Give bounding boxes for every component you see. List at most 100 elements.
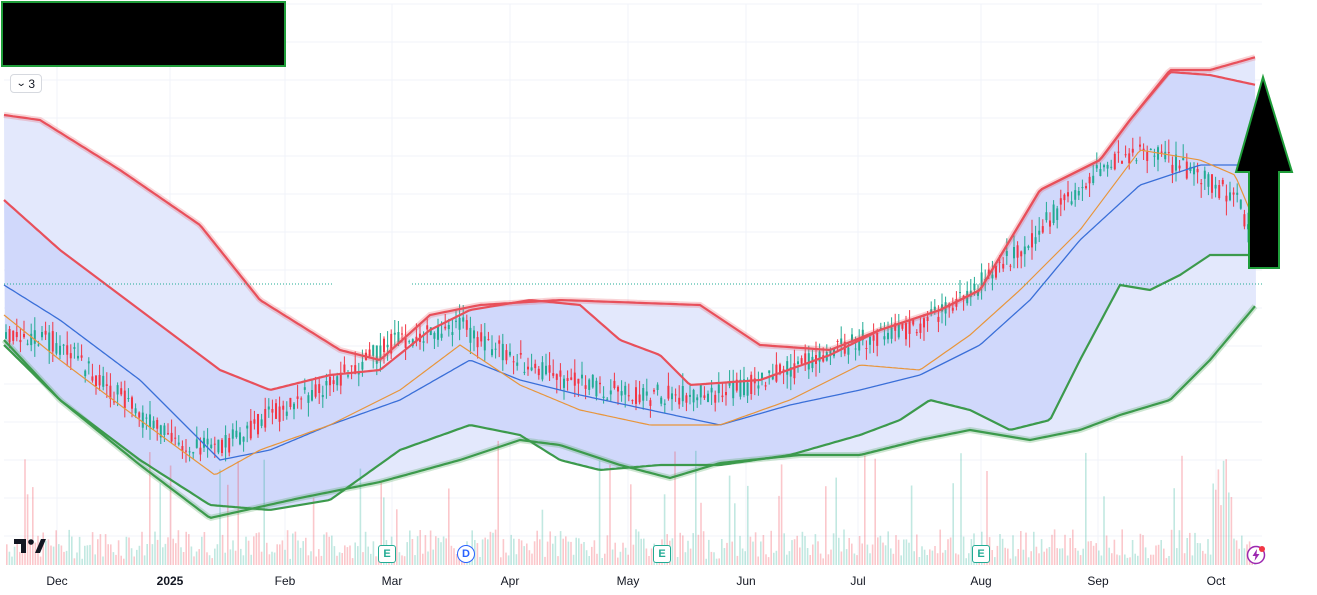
earnings-marker-aug[interactable]: E: [972, 545, 990, 563]
candle-body: [447, 325, 450, 330]
earnings-marker-mar[interactable]: E: [378, 545, 396, 563]
candle-body: [487, 339, 490, 341]
earnings-marker-may[interactable]: E: [653, 545, 671, 563]
candle-body: [879, 327, 882, 329]
volume-bar: [1217, 469, 1220, 565]
volume-bar: [63, 551, 65, 565]
candle-body: [1002, 263, 1005, 269]
volume-bar: [435, 536, 437, 565]
volume-bar: [240, 548, 242, 565]
volume-bar: [341, 553, 343, 565]
candle-body: [224, 435, 227, 448]
volume-bar: [892, 553, 895, 565]
volume-bar: [302, 541, 304, 565]
candle-body: [851, 334, 853, 342]
volume-bar: [115, 554, 117, 565]
volume-bar: [71, 536, 73, 565]
candle-body: [332, 380, 335, 385]
volume-bar: [320, 555, 323, 565]
candle-body: [444, 326, 447, 329]
volume-bar: [1098, 550, 1100, 565]
volume-bar: [60, 545, 63, 565]
volume-bar: [206, 552, 208, 565]
volume-bar: [273, 552, 276, 565]
candle-body: [386, 344, 389, 348]
candle-body: [631, 400, 634, 402]
volume-bar: [869, 553, 871, 565]
volume-bar: [539, 539, 541, 565]
volume-bar: [346, 547, 349, 565]
volume-bar: [445, 538, 447, 565]
volume-bar: [81, 558, 83, 565]
candle-body: [483, 336, 486, 351]
candle-body: [746, 382, 749, 396]
candle-body: [764, 385, 767, 387]
candle-body: [501, 343, 504, 361]
x-tick-label: Jul: [850, 574, 866, 588]
volume-bar: [146, 544, 148, 565]
volume-bar: [822, 558, 824, 565]
volume-bar: [1038, 553, 1040, 565]
candle-body: [1153, 155, 1156, 157]
volume-bar: [1129, 557, 1131, 565]
x-tick-label: Aug: [970, 574, 992, 588]
volume-bar: [767, 557, 770, 565]
dividend-marker-apr[interactable]: D: [457, 545, 475, 563]
volume-bar: [284, 549, 286, 565]
volume-bar: [1222, 460, 1225, 565]
volume-bar: [770, 530, 772, 565]
candle-body: [563, 378, 565, 388]
candle-body: [59, 345, 61, 355]
volume-bar: [921, 546, 923, 565]
volume-bar: [916, 534, 918, 565]
candle-body: [869, 336, 871, 345]
volume-bar: [1035, 546, 1038, 565]
candle-body: [577, 378, 580, 384]
volume-bar: [884, 545, 887, 565]
volume-bar: [843, 529, 845, 565]
volume-bar: [783, 533, 785, 565]
volume-bar: [234, 550, 237, 565]
candle-body: [1196, 168, 1199, 173]
volume-bar: [141, 531, 143, 565]
volume-bar: [531, 553, 533, 565]
candle-body: [937, 316, 940, 322]
candle-body: [573, 372, 576, 386]
volume-bar: [429, 530, 432, 565]
volume-bar: [357, 546, 359, 565]
inner-upper-band-line: [3, 70, 1256, 391]
volume-bar: [1199, 543, 1201, 565]
volume-bar: [263, 459, 265, 565]
candle-body: [1045, 212, 1048, 221]
candle-body: [278, 406, 281, 422]
collapse-indicators-button[interactable]: ⌄ 3: [10, 74, 43, 93]
candle-body: [897, 324, 900, 338]
volume-bar: [1152, 554, 1155, 565]
volume-bar: [1004, 547, 1006, 565]
volume-bar: [232, 540, 234, 565]
candle-body: [890, 327, 893, 339]
volume-bar: [1228, 492, 1230, 565]
volume-bar: [6, 544, 8, 565]
volume-bar: [965, 558, 967, 565]
volume-bar: [336, 555, 338, 565]
candle-body: [930, 309, 933, 315]
lightning-icon[interactable]: [1246, 545, 1266, 565]
candle-body: [555, 374, 558, 380]
volume-bar: [1064, 534, 1066, 565]
volume-bar: [455, 554, 458, 565]
volume-bar: [245, 536, 247, 565]
redacted-symbol-box: [1, 1, 286, 67]
volume-bar: [637, 531, 640, 565]
volume-bar: [936, 553, 939, 565]
candle-body: [1020, 251, 1023, 257]
candle-body: [98, 375, 101, 386]
volume-bar: [50, 545, 52, 565]
candle-body: [710, 387, 713, 393]
volume-bar: [307, 555, 310, 565]
candle-body: [699, 384, 702, 398]
volume-bar: [354, 542, 356, 565]
volume-bar: [510, 534, 512, 565]
volume-bar: [518, 538, 520, 565]
